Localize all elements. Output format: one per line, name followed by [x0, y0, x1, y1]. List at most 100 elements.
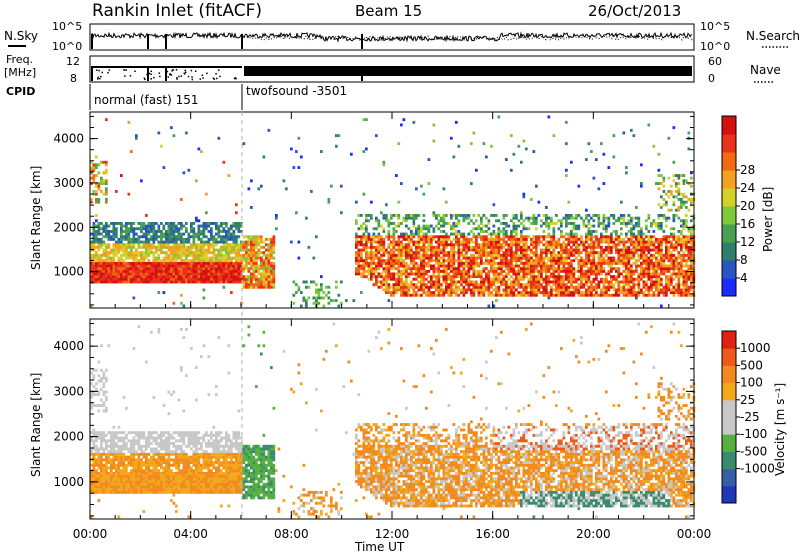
heatmap-cell — [673, 254, 676, 257]
heatmap-cell — [428, 286, 431, 289]
heatmap-cell — [250, 246, 253, 249]
heatmap-cell — [365, 275, 368, 278]
heatmap-cell — [555, 254, 558, 257]
heatmap-cell — [475, 259, 478, 262]
heatmap-cell — [253, 286, 256, 289]
heatmap-cell — [253, 283, 256, 286]
heatmap-cell — [530, 289, 533, 292]
heatmap-cell — [368, 251, 371, 254]
heatmap-cell — [95, 275, 98, 278]
heatmap-cell — [95, 404, 98, 407]
heatmap-cell — [463, 262, 466, 265]
heatmap-cell — [553, 246, 556, 249]
nave-dot — [192, 79, 194, 81]
heatmap-cell — [175, 246, 178, 249]
heatmap-cell — [660, 254, 663, 257]
heatmap-cell — [668, 278, 671, 281]
heatmap-cell — [678, 187, 681, 190]
heatmap-cell — [503, 275, 506, 278]
heatmap-cell — [168, 281, 171, 284]
heatmap-cell — [533, 286, 536, 289]
heatmap-cell — [410, 246, 413, 249]
heatmap-cell — [228, 246, 231, 249]
nave-dot — [171, 70, 173, 72]
heatmap-cell — [545, 278, 548, 281]
heatmap-cell — [130, 241, 133, 244]
heatmap-cell — [358, 214, 361, 217]
heatmap-cell — [488, 219, 491, 222]
heatmap-cell — [480, 217, 483, 220]
heatmap-cell — [673, 291, 676, 294]
heatmap-cell — [513, 265, 516, 268]
heatmap-cell — [685, 222, 688, 225]
heatmap-cell — [463, 219, 466, 222]
heatmap-cell — [365, 251, 368, 254]
heatmap-cell — [580, 265, 583, 268]
heatmap-cell — [548, 278, 551, 281]
heatmap-cell — [510, 270, 513, 273]
heatmap-cell — [195, 235, 198, 238]
heatmap-cell — [428, 259, 431, 262]
heatmap-cell — [230, 227, 233, 230]
heatmap-cell — [255, 238, 258, 241]
heatmap-cell — [608, 289, 611, 292]
heatmap-cell — [135, 259, 138, 262]
heatmap-cell — [268, 273, 271, 276]
heatmap-cell — [680, 174, 683, 177]
heatmap-cell — [365, 148, 368, 151]
heatmap-cell — [550, 262, 553, 265]
heatmap-cell — [503, 238, 506, 241]
heatmap-cell — [685, 214, 688, 217]
heatmap-cell — [465, 241, 468, 244]
heatmap-cell — [485, 156, 488, 159]
heatmap-cell — [553, 134, 556, 137]
heatmap-cell — [225, 238, 228, 241]
heatmap-cell — [563, 251, 566, 254]
heatmap-cell — [590, 265, 593, 268]
heatmap-cell — [638, 273, 641, 276]
heatmap-cell — [175, 241, 178, 244]
heatmap-cell — [520, 251, 523, 254]
heatmap-cell — [205, 254, 208, 257]
heatmap-cell — [165, 254, 168, 257]
heatmap-cell — [478, 294, 481, 297]
heatmap-cell — [538, 270, 541, 273]
heatmap-cell — [133, 254, 136, 257]
heatmap-cell — [418, 281, 421, 284]
heatmap-cell — [188, 246, 191, 249]
heatmap-cell — [183, 273, 186, 276]
heatmap-cell — [133, 222, 136, 225]
heatmap-cell — [503, 291, 506, 294]
heatmap-cell — [480, 262, 483, 265]
heatmap-cell — [140, 273, 143, 276]
heatmap-cell — [463, 281, 466, 284]
heatmap-cell — [650, 281, 653, 284]
heatmap-cell — [573, 235, 576, 238]
heatmap-cell — [195, 233, 198, 236]
heatmap-cell — [490, 294, 493, 297]
heatmap-cell — [690, 289, 693, 292]
heatmap-cell — [243, 265, 246, 268]
heatmap-cell — [95, 262, 98, 265]
heatmap-cell — [670, 246, 673, 249]
heatmap-cell — [198, 225, 201, 228]
heatmap-cell — [680, 198, 683, 201]
heatmap-cell — [260, 185, 263, 188]
heatmap-cell — [443, 217, 446, 220]
heatmap-cell — [103, 281, 106, 284]
heatmap-cell — [663, 235, 666, 238]
heatmap-cell — [485, 286, 488, 289]
heatmap-cell — [430, 275, 433, 278]
heatmap-cell — [413, 241, 416, 244]
heatmap-cell — [450, 291, 453, 294]
heatmap-cell — [238, 278, 241, 281]
heatmap-cell — [435, 214, 438, 217]
heatmap-cell — [558, 278, 561, 281]
heatmap-cell — [603, 289, 606, 292]
heatmap-cell — [395, 262, 398, 265]
heatmap-cell — [218, 265, 221, 268]
heatmap-cell — [628, 249, 631, 252]
heatmap-cell — [113, 251, 116, 254]
heatmap-cell — [528, 278, 531, 281]
heatmap-cell — [250, 238, 253, 241]
